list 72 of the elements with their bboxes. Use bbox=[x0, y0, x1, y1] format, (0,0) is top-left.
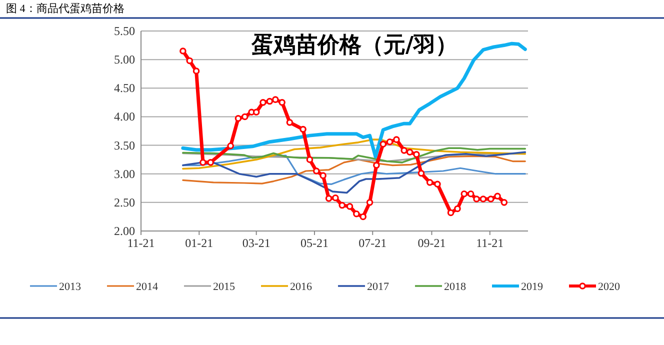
x-tick-label: 11-21 bbox=[127, 236, 155, 250]
legend-label: 2017 bbox=[367, 281, 390, 293]
legend-label: 2014 bbox=[136, 281, 158, 293]
point bbox=[338, 202, 346, 209]
point bbox=[192, 68, 200, 74]
point bbox=[406, 148, 414, 156]
legend-label: 2015 bbox=[213, 281, 236, 293]
point bbox=[418, 170, 425, 177]
legend-label: 2018 bbox=[444, 281, 466, 293]
point bbox=[186, 57, 194, 64]
legend-label: 2019 bbox=[521, 281, 544, 293]
point bbox=[454, 205, 461, 212]
point bbox=[272, 96, 279, 103]
line-series bbox=[182, 147, 526, 164]
y-tick-label: 2.50 bbox=[114, 195, 135, 210]
point bbox=[234, 115, 242, 122]
point bbox=[227, 142, 234, 150]
point bbox=[393, 136, 400, 143]
point bbox=[325, 195, 332, 202]
x-tick-label: 09-21 bbox=[418, 236, 446, 250]
y-tick-label: 4.00 bbox=[114, 110, 135, 124]
point bbox=[460, 190, 468, 198]
point bbox=[426, 179, 434, 186]
point bbox=[386, 138, 394, 146]
point bbox=[353, 210, 360, 218]
y-tick-label: 5.50 bbox=[114, 24, 135, 38]
point bbox=[266, 98, 274, 105]
point bbox=[473, 196, 480, 202]
point bbox=[500, 199, 508, 206]
chart-title: 图 4：商品代蛋鸡苗价格 bbox=[6, 2, 124, 15]
x-tick-label: 01-21 bbox=[185, 236, 214, 250]
point bbox=[300, 126, 306, 133]
y-tick-label: 4.50 bbox=[114, 81, 135, 96]
point bbox=[200, 159, 206, 166]
point bbox=[242, 113, 248, 120]
legend-label: 2013 bbox=[59, 281, 82, 293]
legend-label: 2020 bbox=[598, 281, 620, 293]
point bbox=[380, 140, 387, 148]
x-tick-label: 11-21 bbox=[476, 236, 504, 250]
legend-label: 2016 bbox=[290, 281, 312, 293]
point bbox=[400, 147, 408, 154]
point bbox=[434, 180, 441, 188]
point bbox=[332, 194, 339, 202]
point bbox=[286, 119, 294, 126]
y-tick-label: 3.50 bbox=[114, 138, 135, 152]
y-tick-label: 5.00 bbox=[114, 52, 135, 67]
chart-subtitle: 蛋鸡苗价格（元/羽） bbox=[250, 33, 458, 58]
point bbox=[252, 108, 260, 116]
point bbox=[278, 99, 286, 106]
point bbox=[480, 196, 487, 202]
y-tick-label: 2.00 bbox=[114, 224, 135, 238]
x-tick-label: 03-21 bbox=[242, 236, 270, 250]
point bbox=[413, 151, 420, 158]
point bbox=[447, 209, 454, 216]
x-tick-label: 07-21 bbox=[358, 236, 387, 250]
point bbox=[360, 213, 366, 220]
point bbox=[373, 162, 380, 169]
point bbox=[306, 156, 314, 163]
line-series bbox=[182, 151, 526, 194]
point bbox=[346, 203, 354, 210]
point bbox=[260, 99, 266, 106]
x-tick-label: 05-21 bbox=[300, 236, 328, 250]
point bbox=[312, 168, 320, 174]
point bbox=[487, 196, 494, 202]
point bbox=[366, 199, 374, 206]
point bbox=[467, 190, 474, 198]
point bbox=[494, 192, 501, 200]
line-series bbox=[182, 138, 526, 170]
point bbox=[207, 159, 214, 166]
point bbox=[320, 172, 326, 179]
point bbox=[180, 48, 186, 54]
y-tick-label: 3.00 bbox=[114, 166, 135, 181]
